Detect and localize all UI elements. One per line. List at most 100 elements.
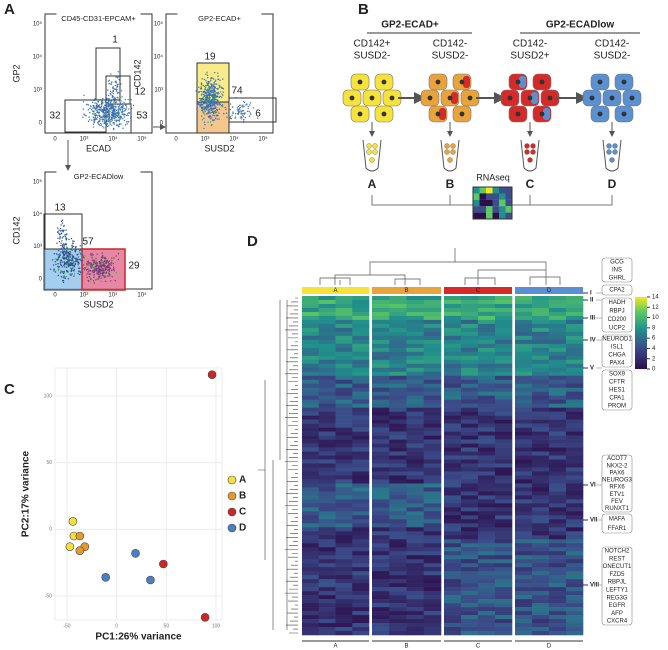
- event-dot: [95, 278, 98, 280]
- heat-cell: [461, 547, 479, 552]
- heat-cell: [335, 463, 353, 468]
- gate-value: 12: [134, 87, 146, 98]
- heat-cell: [372, 403, 390, 408]
- heat-cell: [352, 547, 370, 552]
- event-dot: [87, 271, 89, 273]
- event-dot: [104, 262, 107, 264]
- gene: MAFA: [609, 516, 625, 522]
- heat-cell: [532, 459, 550, 464]
- heat-cell: [318, 403, 336, 408]
- heat-cell: [389, 439, 407, 444]
- heat-cell: [532, 471, 550, 476]
- event-dot: [90, 267, 93, 269]
- event-dot: [63, 246, 65, 249]
- heat-cell: [478, 339, 496, 345]
- heat-cell: [318, 359, 336, 365]
- event-dot: [115, 107, 117, 109]
- heat-cell: [335, 311, 353, 317]
- event-dot: [232, 111, 234, 113]
- heat-cell: [423, 435, 442, 440]
- event-dot: [115, 120, 118, 123]
- heat-cell: [372, 419, 390, 424]
- heat-cell: [372, 343, 390, 349]
- heat-cell: [461, 563, 479, 568]
- heat-cell: [423, 519, 442, 524]
- heat-cell: [532, 307, 550, 313]
- event-dot: [93, 120, 96, 122]
- heat-cell: [566, 567, 584, 572]
- heat-cell: [461, 423, 479, 428]
- heat-cell: [302, 583, 320, 588]
- event-dot: [214, 94, 217, 96]
- event-dot: [103, 107, 106, 109]
- event-dot: [104, 111, 107, 114]
- event-dot: [104, 280, 107, 283]
- heat-cell: [532, 627, 550, 632]
- heat-cell: [478, 631, 496, 636]
- event-dot: [71, 273, 73, 275]
- heat-cell: [444, 523, 462, 528]
- heat-cell: [423, 431, 442, 436]
- event-dot: [63, 254, 65, 256]
- heat-cell: [423, 363, 442, 369]
- heat-cell: [444, 519, 462, 524]
- heat-cell: [423, 615, 442, 620]
- x-tick-label: -50: [63, 623, 70, 629]
- point: [207, 370, 217, 379]
- heat-cell: [423, 631, 442, 636]
- heat-cell: [335, 399, 353, 404]
- event-dot: [91, 257, 93, 259]
- event-dot: [65, 229, 67, 231]
- event-dot: [69, 267, 72, 269]
- heat-cell: [478, 547, 496, 552]
- event-dot: [206, 71, 208, 73]
- event-dot: [73, 261, 75, 263]
- event-dot: [100, 105, 102, 108]
- heat-cell: [389, 487, 407, 492]
- mini-heat: [492, 212, 500, 220]
- gene: NEUROG3: [602, 478, 632, 484]
- event-dot: [100, 269, 103, 272]
- event-dot: [54, 261, 56, 263]
- heat-cell: [461, 375, 479, 381]
- heat-cell: [318, 463, 336, 468]
- heat-cell: [495, 519, 513, 524]
- event-dot: [90, 255, 92, 257]
- heat-cell: [389, 459, 407, 464]
- heat-cell: [335, 567, 353, 572]
- heat-cell: [389, 319, 407, 325]
- heat-cell: [335, 595, 353, 600]
- heat-cell: [461, 343, 479, 349]
- heat-cell: [461, 331, 479, 337]
- heat-cell: [461, 467, 479, 472]
- event-dot: [105, 271, 108, 273]
- heat-cell: [495, 343, 513, 349]
- event-dot: [104, 268, 107, 271]
- event-dot: [108, 117, 111, 119]
- heat-cell: [372, 567, 390, 572]
- event-dot: [60, 270, 62, 272]
- heat-cell: [302, 339, 320, 345]
- event-dot: [199, 101, 201, 103]
- event-dot: [234, 112, 237, 115]
- event-dot: [74, 263, 77, 265]
- event-dot: [99, 120, 101, 122]
- event-dot: [240, 112, 242, 115]
- cell-marker: [439, 108, 446, 120]
- heat-cell: [566, 399, 584, 404]
- event-dot: [116, 92, 119, 94]
- heat-cell: [566, 503, 584, 508]
- heat-cell: [352, 459, 370, 464]
- heat-cell: [461, 559, 479, 564]
- heat-cell: [372, 519, 390, 524]
- heat-cell: [389, 463, 407, 468]
- event-dot: [225, 112, 228, 114]
- event-dot: [125, 121, 128, 123]
- heat-cell: [352, 471, 370, 476]
- point: [159, 559, 168, 569]
- event-dot: [89, 253, 92, 255]
- heat-cell: [302, 419, 320, 424]
- heat-cell: [318, 355, 336, 361]
- heat-cell: [352, 339, 370, 345]
- event-dot: [63, 229, 65, 232]
